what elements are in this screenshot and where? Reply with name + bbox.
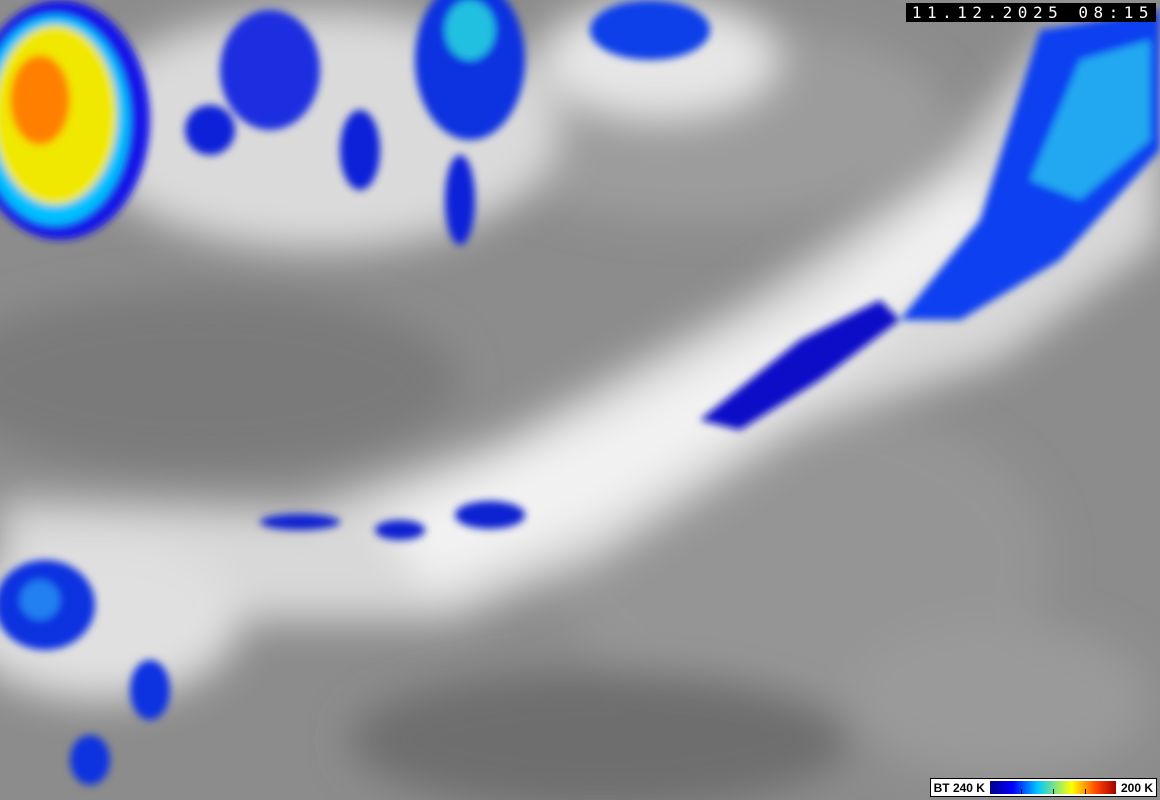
- colorbar-tick: [1020, 789, 1022, 794]
- colorbar-legend: BT 240 K 200 K: [929, 778, 1157, 797]
- legend-label-right: 200 K: [1120, 780, 1153, 795]
- colorbar: [989, 781, 1116, 794]
- legend-label-left: BT 240 K: [933, 780, 985, 795]
- timestamp: 11.12.2025 08:15: [905, 3, 1156, 22]
- colorbar-tick: [1052, 789, 1054, 794]
- colorbar-tick: [1084, 789, 1086, 794]
